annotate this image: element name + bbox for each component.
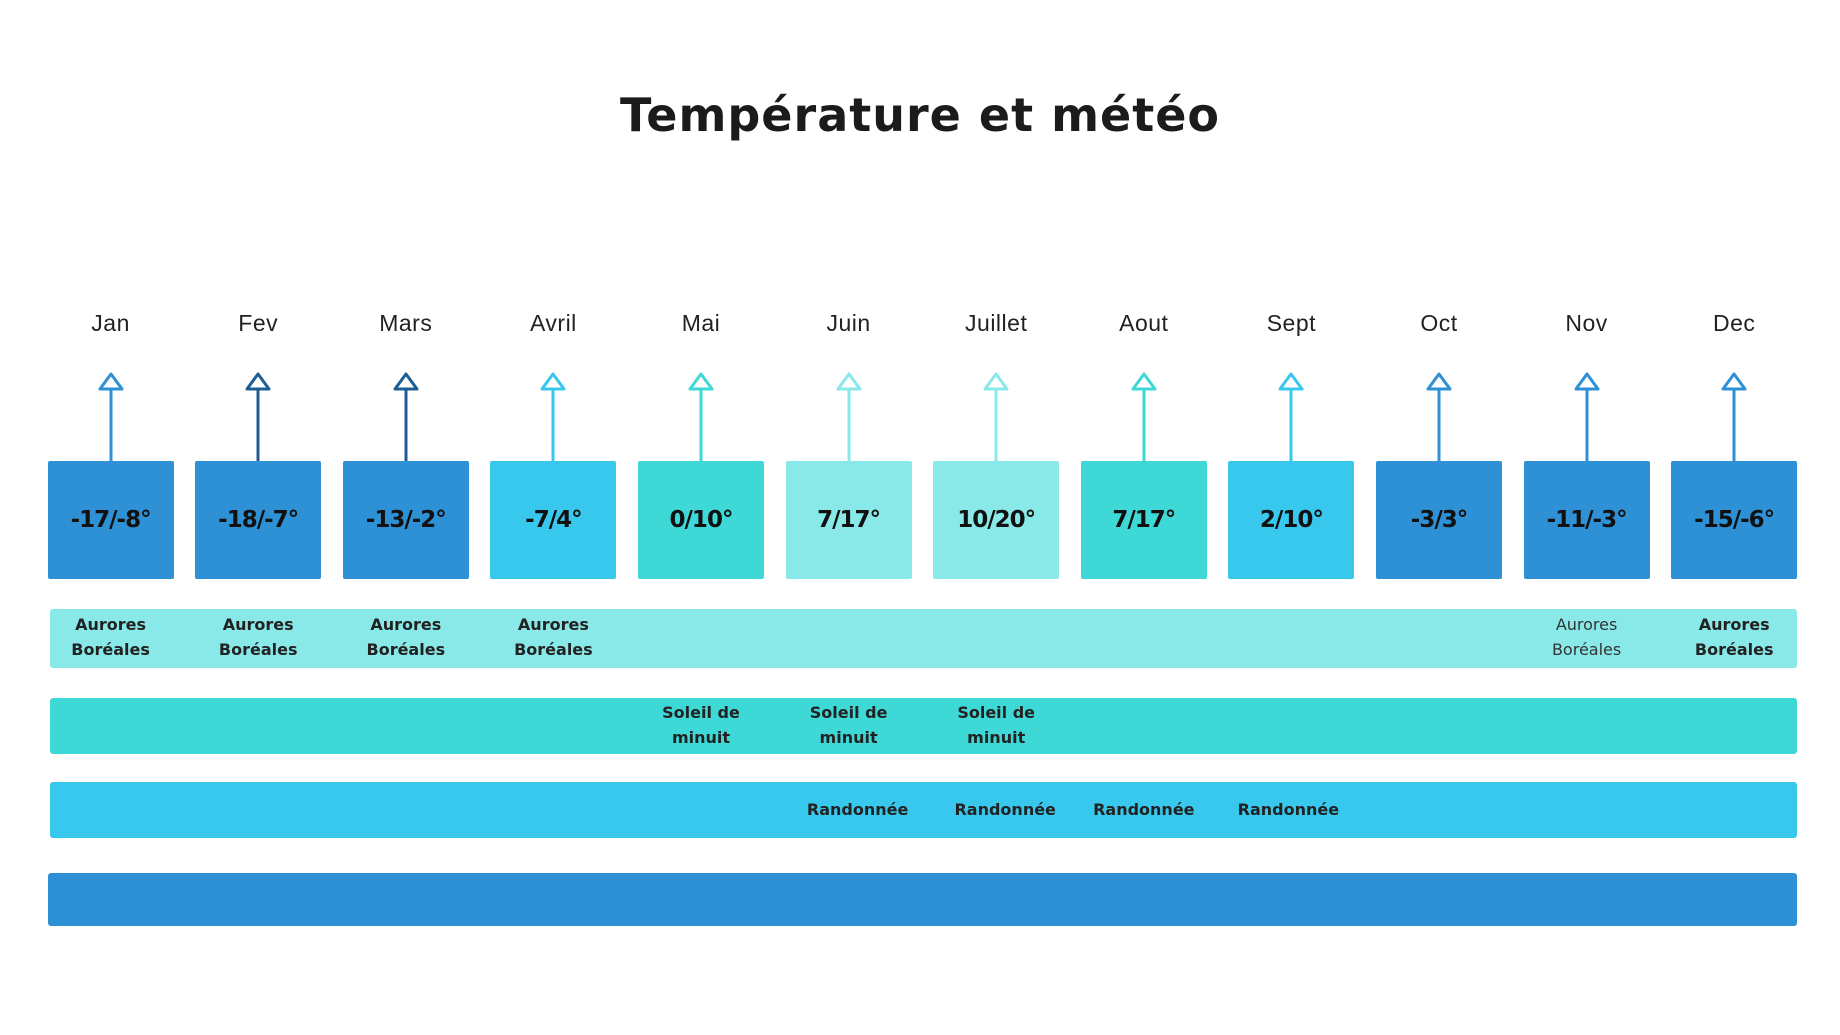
label-line: Soleil de	[809, 703, 888, 722]
arrow-up-icon	[1276, 370, 1306, 462]
aurores-label: Aurores Boréales	[36, 612, 186, 662]
label-line: Boréales	[1694, 640, 1774, 659]
temperature-box: 7/17°	[1080, 461, 1207, 579]
randonnee-label: Randonnée	[930, 797, 1080, 822]
label-line: Aurores	[1555, 615, 1618, 634]
label-line: minuit	[819, 728, 878, 747]
label-line: Boréales	[218, 640, 298, 659]
arrow-up-icon	[981, 370, 1011, 462]
aurores-label: Aurores Boréales	[183, 612, 333, 662]
label-line: Randonnée	[1093, 800, 1195, 819]
label-line: Soleil de	[957, 703, 1036, 722]
label-line: minuit	[671, 728, 731, 747]
label-line: Aurores	[75, 615, 147, 634]
arrow-up-icon	[391, 370, 421, 462]
arrow-up-icon	[1572, 370, 1602, 462]
aurores-label: Aurores Boréales	[478, 612, 628, 662]
arrow-up-icon	[1129, 370, 1159, 462]
daylight-band	[48, 873, 1797, 926]
temperature-box: -15/-6°	[1671, 461, 1798, 579]
month-label: Sept	[1266, 310, 1317, 336]
label-line: minuit	[967, 728, 1026, 747]
month-label: Juin	[826, 310, 871, 336]
soleil-label: Soleil de minuit	[774, 700, 924, 750]
aurores-label: Aurores Boréales	[1512, 612, 1662, 662]
soleil-band	[50, 698, 1797, 754]
temperature-box: -11/-3°	[1523, 461, 1650, 579]
month-label: Jan	[91, 310, 130, 336]
month-label: Nov	[1565, 310, 1608, 336]
label-line: Boréales	[366, 640, 446, 659]
temperature-box: -18/-7°	[195, 461, 322, 579]
soleil-label: Soleil de minuit	[626, 700, 776, 750]
page-title: Température et météo	[619, 88, 1220, 142]
arrow-up-icon	[1719, 370, 1749, 462]
aurores-label: Aurores Boréales	[331, 612, 481, 662]
month-label: Juillet	[965, 310, 1028, 336]
aurores-label: Aurores Boréales	[1659, 612, 1809, 662]
month-label: Aout	[1119, 310, 1169, 336]
arrow-up-icon	[96, 370, 126, 462]
arrow-up-icon	[1424, 370, 1454, 462]
randonnee-label: Randonnée	[1213, 797, 1363, 822]
randonnee-band	[50, 782, 1797, 838]
randonnee-label: Randonnée	[1069, 797, 1219, 822]
label-line: Boréales	[1551, 640, 1622, 659]
month-label: Mai	[681, 310, 721, 336]
randonnee-label: Randonnée	[783, 797, 933, 822]
month-label: Oct	[1420, 310, 1458, 336]
temperature-box: 10/20°	[933, 461, 1060, 579]
label-line: Aurores	[370, 615, 442, 634]
label-line: Aurores	[222, 615, 294, 634]
month-label: Avril	[529, 310, 577, 336]
label-line: Boréales	[514, 640, 593, 659]
label-line: Randonnée	[806, 800, 909, 819]
temperature-box: 2/10°	[1228, 461, 1355, 579]
temperature-box: 7/17°	[785, 461, 912, 579]
soleil-label: Soleil de minuit	[921, 700, 1071, 750]
month-label: Dec	[1712, 310, 1756, 336]
month-label: Mars	[379, 310, 433, 336]
month-label: Fev	[238, 310, 279, 336]
label-line: Aurores	[517, 615, 589, 634]
temperature-box: -3/3°	[1376, 461, 1502, 579]
label-line: Randonnée	[954, 800, 1056, 819]
label-line: Randonnée	[1237, 800, 1340, 819]
aurores-band	[50, 609, 1797, 668]
arrow-up-icon	[243, 370, 273, 462]
arrow-up-icon	[538, 370, 568, 462]
label-line: Soleil de	[662, 703, 740, 722]
label-line: Aurores	[1698, 615, 1770, 634]
arrow-up-icon	[834, 370, 864, 462]
temperature-box: -7/4°	[490, 461, 617, 579]
temperature-box: -17/-8°	[47, 461, 174, 579]
temperature-box: 0/10°	[638, 461, 764, 579]
temperature-box: -13/-2°	[342, 461, 469, 579]
label-line: Boréales	[71, 640, 150, 659]
arrow-up-icon	[686, 370, 716, 462]
